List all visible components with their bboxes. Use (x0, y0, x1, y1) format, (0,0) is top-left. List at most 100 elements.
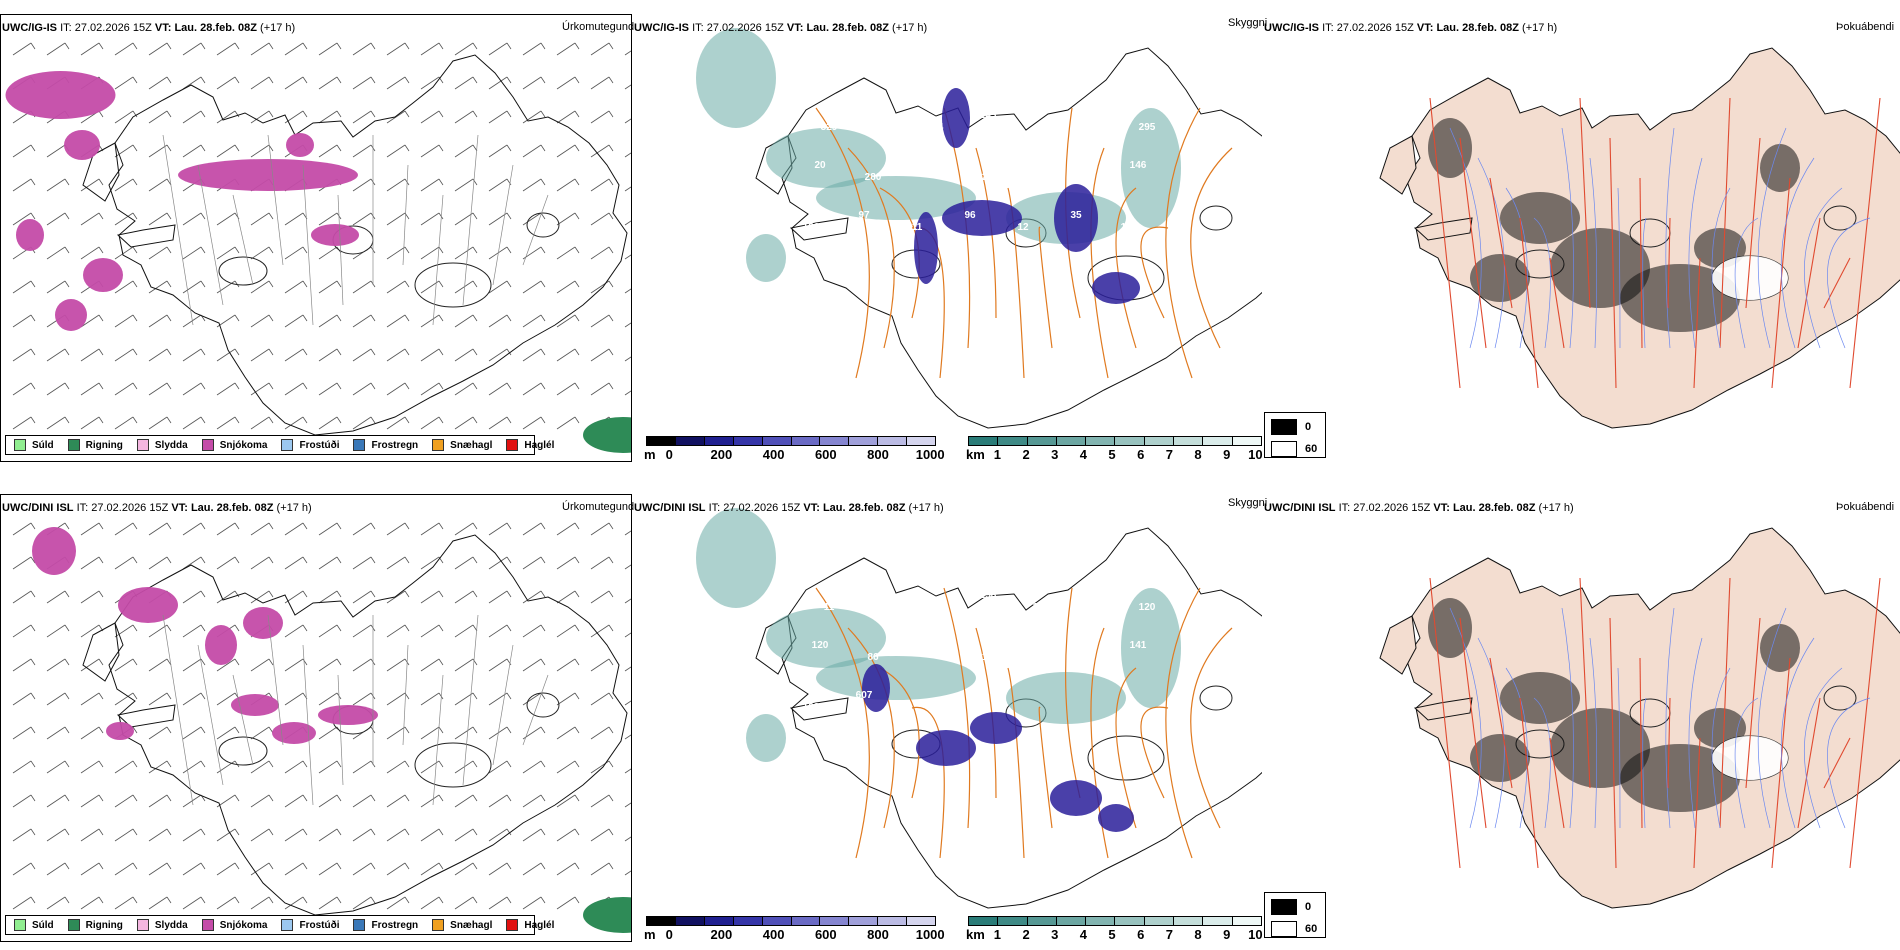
wind-barb (148, 348, 172, 362)
wind-barb (590, 760, 614, 774)
snow-area (178, 159, 358, 191)
wind-barb (556, 246, 580, 260)
scale-unit: km (966, 447, 985, 462)
scale-tick-label: 8 (1194, 927, 1202, 942)
wind-barb (454, 110, 478, 124)
road-line (1771, 657, 1791, 869)
wind-barb (454, 246, 478, 260)
wind-barb (284, 692, 308, 706)
wind-barb (114, 348, 138, 362)
scale-cell (907, 917, 936, 925)
wind-barb (488, 246, 512, 260)
scale-tick-label: 9 (1223, 927, 1231, 942)
wind-barb (556, 348, 580, 362)
wind-barb (352, 178, 376, 192)
low-visibility-area (746, 714, 786, 762)
scale-unit: m (644, 927, 656, 942)
low-cloud-area (942, 200, 1022, 236)
legend-item-frostúði: Frostúði (281, 919, 339, 931)
wind-barb (182, 522, 206, 536)
cloud-base-label: 295 (1024, 160, 1041, 171)
wind-barb (522, 692, 546, 706)
legend-item-frostúði: Frostúði (281, 439, 339, 451)
wind-barb (182, 76, 206, 90)
wind-barb (12, 416, 36, 430)
wind-barb (148, 760, 172, 774)
wind-barb (80, 522, 104, 536)
wind-barb (12, 760, 36, 774)
peninsula-outline (1379, 135, 1417, 195)
scale-cell (1174, 437, 1204, 445)
wind-barb (148, 382, 172, 396)
scale-cell (791, 437, 821, 445)
wind-barb (12, 726, 36, 740)
wind-barb (454, 416, 478, 430)
peninsula-outline (116, 224, 176, 248)
legend-swatch (432, 439, 445, 451)
scale-cell (647, 437, 676, 445)
scale-tick-label: 7 (1165, 927, 1173, 942)
wind-barb (12, 382, 36, 396)
cloud-base-label: 20 (814, 160, 826, 171)
legend-swatch (353, 919, 366, 931)
road-line (492, 164, 514, 286)
map-group (1379, 47, 1900, 429)
wind-barb (454, 178, 478, 192)
wind-barb (318, 212, 342, 226)
wind-barb (420, 896, 444, 910)
wind-barb (386, 280, 410, 294)
wind-barb (114, 794, 138, 808)
wind-barb (12, 144, 36, 158)
road-line (462, 134, 479, 306)
wind-barb (250, 144, 274, 158)
glacier-outline (1199, 205, 1233, 231)
wind-barb (454, 76, 478, 90)
wind-barb (386, 590, 410, 604)
cloud-title-row2: Skyggni (1228, 497, 1268, 509)
road-line (1165, 107, 1201, 379)
road-line (1719, 97, 1731, 349)
road-line (522, 194, 549, 266)
fog-panel-row2 (1262, 494, 1900, 942)
wind-barb (148, 726, 172, 740)
road-line (232, 194, 254, 286)
wind-barb (12, 896, 36, 910)
wind-barb (12, 348, 36, 362)
wind-barb (80, 862, 104, 876)
river-line (1449, 127, 1482, 349)
wind-barb (556, 280, 580, 294)
wind-barb (522, 280, 546, 294)
legend-item-snæhagl: Snæhagl (432, 439, 492, 451)
wind-barb (386, 556, 410, 570)
wind-barb (386, 178, 410, 192)
wind-barb (488, 144, 512, 158)
wind-barb (318, 862, 342, 876)
road-line (1823, 257, 1851, 309)
wind-barb (80, 556, 104, 570)
road-line (232, 674, 254, 766)
wind-barb (556, 110, 580, 124)
wind-barb (80, 212, 104, 226)
wind-barb (556, 794, 580, 808)
wind-barb (522, 416, 546, 430)
road-line (847, 627, 895, 829)
road-line (1609, 617, 1617, 869)
low-visibility-area (766, 128, 886, 188)
road-line (1459, 617, 1487, 829)
scale-cell (1056, 917, 1087, 925)
wind-barb (488, 726, 512, 740)
precip-map-row2 (12, 522, 631, 933)
scale-cell (1115, 437, 1145, 445)
river-line (1533, 217, 1551, 349)
scale-tick-label: 800 (867, 927, 889, 942)
wind-barb (624, 322, 631, 328)
wind-barb (46, 828, 70, 842)
cloud-base-label: 121 (971, 652, 988, 663)
wind-barb (46, 382, 70, 396)
cloud-base-label: 14 (1088, 110, 1100, 121)
wind-barb (590, 280, 614, 294)
wind-barb (386, 348, 410, 362)
wind-barb (284, 280, 308, 294)
wind-barb (250, 590, 274, 604)
wind-barb (420, 624, 444, 638)
